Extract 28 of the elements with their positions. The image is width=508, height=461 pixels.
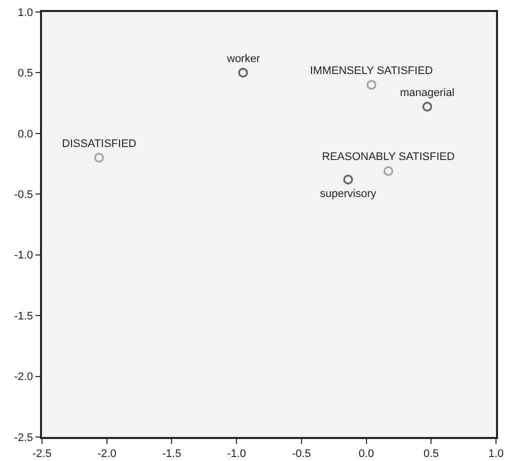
point	[383, 166, 394, 176]
y-tick-label: -2.5	[14, 432, 34, 444]
x-tick-label: -2.0	[97, 448, 116, 460]
annotation: supervisory	[320, 188, 377, 200]
y-tick-label: -0.5	[14, 188, 34, 201]
y-tick-label: 1.0	[18, 6, 34, 19]
annotation: IMMENSELY SATISFIED	[310, 65, 433, 77]
point	[343, 174, 354, 184]
annotation: worker	[226, 53, 260, 65]
x-tick-label: -0.5	[292, 448, 311, 460]
y-tick-label: 0.0	[18, 128, 34, 140]
x-tick-label: 0.5	[423, 448, 439, 460]
point	[238, 68, 248, 78]
x-tick-label: 0.0	[358, 448, 374, 460]
point	[422, 102, 432, 112]
point	[94, 152, 104, 163]
y-tick-label: -1.5	[14, 310, 34, 322]
annotation: DISSATISFIED	[62, 138, 136, 150]
x-tick-label: -1.5	[162, 448, 182, 460]
x-tick-label: -2.5	[32, 448, 52, 460]
annotation: managerial	[400, 87, 454, 99]
y-tick-label: 0.5	[18, 68, 34, 80]
x-tick-label: 1.0	[488, 448, 504, 460]
annotation: REASONABLY SATISFIED	[322, 151, 455, 163]
point	[366, 80, 376, 90]
x-tick-label: -1.0	[227, 448, 246, 460]
y-tick-label: -2.0	[14, 371, 34, 384]
y-tick-label: -1.0	[14, 250, 34, 262]
